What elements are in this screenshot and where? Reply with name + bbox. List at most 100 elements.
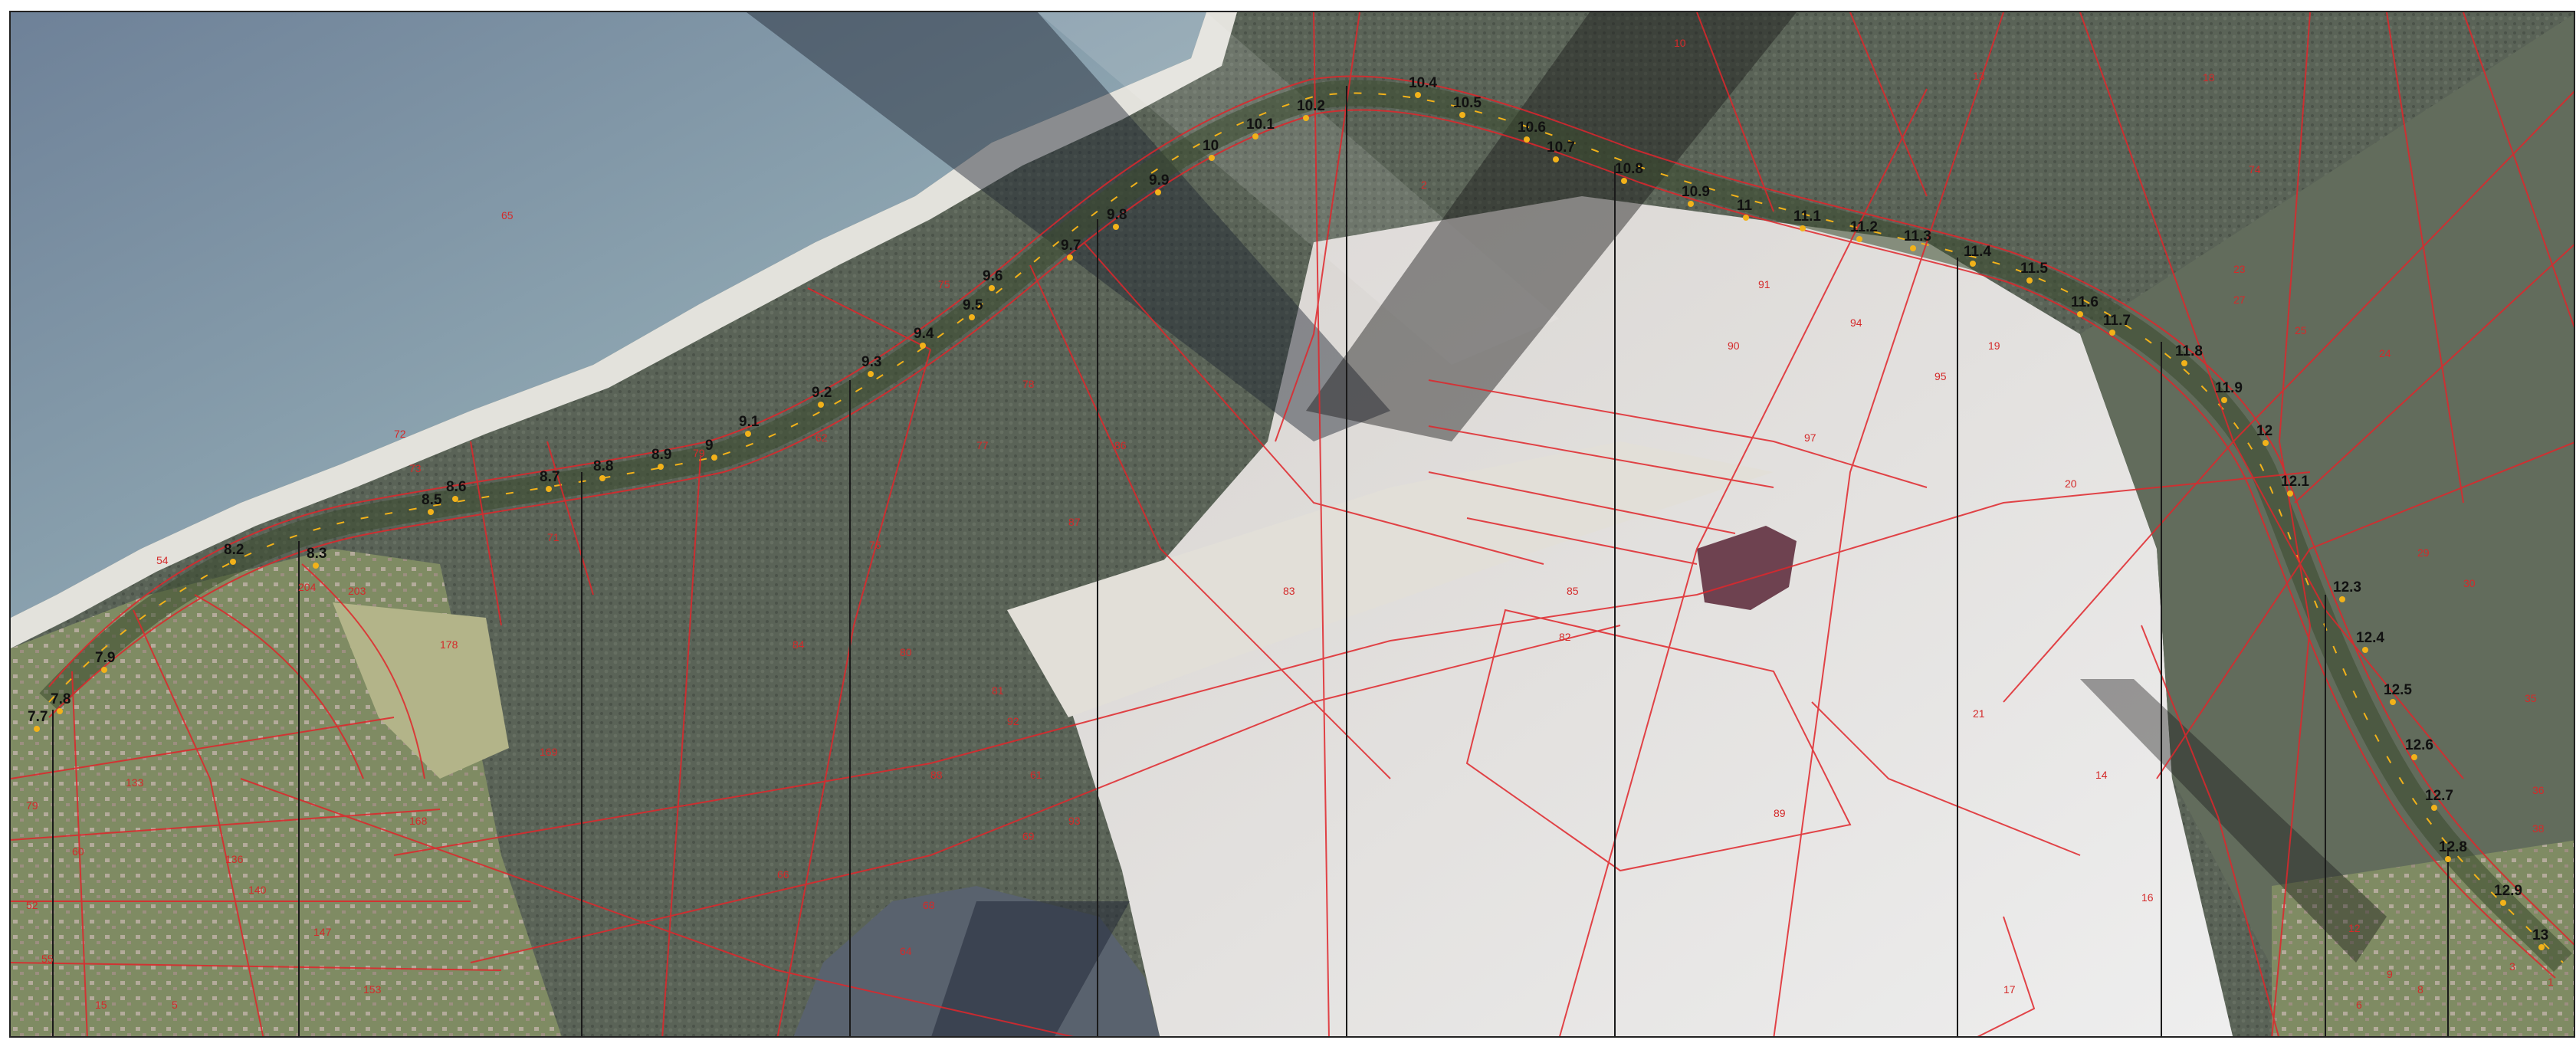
parcel-number-label: 25: [2295, 324, 2307, 336]
km-marker-label: 8.9: [651, 447, 671, 463]
parcel-number-label: 18: [2203, 71, 2215, 84]
km-marker-label: 10: [1203, 138, 1219, 154]
parcel-number-label: 30: [2463, 577, 2476, 589]
km-marker-label: 9.1: [739, 414, 760, 430]
km-marker-dot: [2411, 754, 2417, 760]
parcel-number-label: 61: [1030, 769, 1042, 781]
km-marker-label: 11.9: [2215, 380, 2243, 396]
parcel-number-label: 14: [2095, 769, 2108, 781]
parcel-number-label: 71: [547, 531, 560, 543]
parcel-number-label: 203: [348, 585, 366, 597]
km-marker-dot: [1209, 155, 1215, 161]
parcel-number-label: 83: [1283, 585, 1295, 597]
km-marker-label: 10.2: [1297, 98, 1325, 114]
km-marker-dot: [2077, 311, 2083, 317]
sand-strip: [1007, 441, 1774, 717]
km-marker-label: 10.5: [1453, 95, 1482, 111]
parcel-number-label: 204: [298, 581, 317, 593]
km-marker-dot: [1743, 215, 1749, 221]
km-marker-label: 8.2: [224, 542, 244, 558]
km-marker-dot: [101, 667, 107, 673]
parcel-number-label: 21: [1973, 707, 1985, 720]
parcel-number-label: 5: [172, 999, 178, 1011]
parcel-number-label: 64: [900, 945, 912, 957]
parcel-number-label: 78: [1022, 378, 1035, 390]
km-marker-dot: [818, 402, 824, 408]
route-center-line: [48, 92, 2564, 963]
km-marker-label: 11.1: [1793, 208, 1821, 225]
km-marker-label: 10.6: [1518, 120, 1546, 136]
parcel-number-label: 84: [792, 638, 805, 651]
km-marker-dot: [745, 431, 751, 437]
parcel-number-label: 74: [2249, 163, 2261, 176]
parcel-number-label: 12: [2348, 922, 2361, 934]
km-marker-dot: [599, 475, 605, 481]
km-marker-label: 11.2: [1850, 219, 1878, 235]
km-marker-dot: [2500, 900, 2506, 906]
km-marker-label: 11.7: [2103, 313, 2131, 329]
parcel-number-label: 65: [501, 209, 514, 221]
parcel-number-label: 29: [2417, 546, 2430, 559]
parcel-number-label: 16: [2141, 891, 2154, 904]
parcel-number-label: 87: [1068, 516, 1081, 528]
km-marker-label: 12.3: [2333, 579, 2361, 595]
km-marker-dot: [1303, 115, 1309, 121]
km-marker-dot: [658, 464, 664, 470]
parcel-number-label: 93: [1068, 815, 1081, 827]
parcel-number-label: 15: [95, 999, 107, 1011]
parcel-number-label: 153: [363, 983, 382, 996]
km-marker-label: 7.9: [95, 650, 115, 666]
parcel-number-label: 77: [976, 439, 989, 451]
parcel-number-label: 133: [126, 776, 144, 789]
parcel-number-label: 140: [248, 884, 267, 896]
parcel-number-label: 91: [1758, 278, 1770, 290]
km-marker-label: 12.7: [2425, 788, 2453, 804]
km-marker-dot: [1856, 236, 1862, 242]
parcel-number-label: 52: [26, 899, 38, 911]
km-marker-dot: [2263, 440, 2269, 446]
parcel-number-label: 38: [2532, 822, 2545, 835]
parcel-number-label: 86: [1114, 439, 1127, 451]
parcel-number-label: 90: [1728, 340, 1740, 352]
cadastral-map[interactable]: 65 61 10 13 18 74 84 91 90 94 95 97 85 82 89 93 83 79 76 77…: [9, 11, 2575, 1038]
km-marker-dot: [920, 343, 926, 349]
km-marker-label: 10.8: [1615, 161, 1643, 177]
km-marker-label: 10.1: [1246, 116, 1275, 133]
km-marker-dot: [428, 509, 434, 515]
km-marker-label: 12: [2256, 423, 2272, 439]
km-marker-label: 11.8: [2175, 343, 2203, 359]
parcel-number-label: 20: [2065, 477, 2077, 490]
km-marker-label: 10.7: [1547, 139, 1575, 156]
parcel-number-label: 66: [777, 868, 789, 881]
parcel-number-label: 54: [156, 554, 169, 566]
km-marker-dot: [2390, 699, 2396, 705]
parcel-number-label: 92: [1007, 715, 1019, 727]
km-marker-dot: [1415, 92, 1421, 98]
parcel-number-label: 69: [1022, 830, 1035, 842]
km-marker-dot: [1459, 112, 1465, 118]
km-marker-dot: [1688, 201, 1694, 207]
km-marker-dot: [1621, 178, 1627, 184]
km-marker-label: 11.3: [1904, 228, 1931, 244]
parcel-number-label: 35: [2525, 692, 2537, 704]
lake-area: [11, 12, 1206, 618]
km-marker-label: 8.7: [540, 469, 560, 485]
km-marker-dot: [546, 486, 552, 492]
km-marker-label: 11.4: [1964, 244, 1991, 260]
km-marker-label: 12.4: [2356, 630, 2384, 646]
km-marker-label: 9: [705, 438, 714, 454]
parcel-number-label: 1: [2548, 976, 2554, 988]
parcel-number-label: 60: [72, 845, 84, 858]
parcel-number-label: 168: [409, 815, 428, 827]
parcel-number-label: 27: [2233, 294, 2246, 306]
parcel-number-label: 62: [815, 431, 828, 444]
km-marker-dot: [2538, 944, 2545, 950]
km-marker-dot: [2445, 856, 2451, 862]
km-marker-label: 11.5: [2020, 261, 2048, 277]
parcel-number-label: 76: [869, 539, 881, 551]
parcel-number-label: 55: [41, 953, 54, 965]
parcel-number-label: 80: [900, 646, 912, 658]
km-marker-label: 13: [2532, 927, 2548, 943]
